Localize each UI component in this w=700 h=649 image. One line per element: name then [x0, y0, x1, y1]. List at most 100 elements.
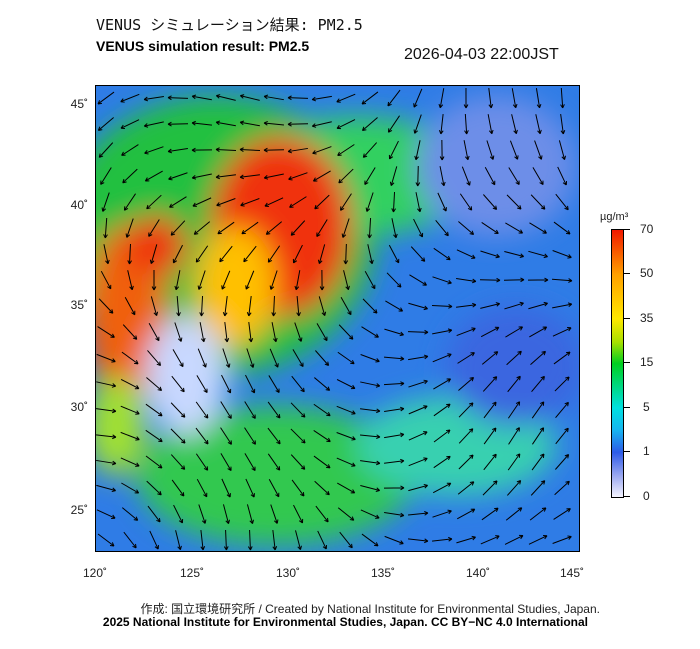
- wind-arrow: [367, 217, 372, 239]
- wind-arrow: [271, 295, 277, 317]
- wind-arrow: [413, 88, 423, 108]
- wind-arrow: [464, 113, 469, 135]
- wind-arrow: [169, 196, 187, 208]
- wind-arrow: [435, 219, 449, 237]
- wind-arrow: [220, 453, 232, 472]
- wind-arrow: [360, 460, 381, 466]
- wind-arrow: [215, 94, 236, 101]
- wind-arrow: [149, 530, 159, 550]
- wind-arrow: [172, 349, 184, 368]
- wind-arrow: [480, 535, 500, 545]
- wind-arrow: [433, 403, 451, 417]
- wind-arrow: [483, 453, 497, 471]
- wind-arrow: [120, 431, 140, 441]
- wind-arrow: [463, 140, 470, 161]
- wind-arrow: [101, 192, 110, 212]
- wind-arrow: [530, 480, 546, 496]
- wind-arrow: [148, 323, 160, 342]
- wind-arrow: [408, 457, 428, 467]
- wind-arrow: [168, 172, 188, 181]
- wind-arrow: [291, 479, 305, 497]
- wind-arrow: [120, 457, 140, 467]
- wind-arrow: [557, 166, 568, 186]
- wind-arrow: [170, 454, 186, 470]
- wind-arrow: [388, 140, 399, 160]
- colorbar-tick: [624, 362, 630, 363]
- wind-arrow: [239, 174, 260, 180]
- wind-arrow: [432, 536, 453, 542]
- wind-arrow: [407, 329, 429, 335]
- wind-arrow: [223, 529, 229, 551]
- wind-arrow: [122, 324, 138, 340]
- wind-arrow: [552, 302, 573, 309]
- colorbar-label-0: 0: [643, 489, 650, 503]
- wind-arrow: [267, 427, 281, 445]
- wind-arrow: [461, 166, 471, 186]
- wind-arrow: [507, 401, 521, 419]
- wind-arrow: [432, 328, 453, 335]
- wind-arrow: [361, 533, 379, 547]
- wind-arrow: [125, 218, 134, 238]
- wind-arrow: [458, 454, 474, 470]
- wind-arrow: [144, 170, 163, 182]
- wind-arrow: [127, 243, 133, 265]
- wind-arrow: [264, 197, 284, 207]
- wind-arrow: [243, 245, 257, 263]
- wind-arrow: [144, 146, 164, 155]
- colorbar-tick: [624, 407, 630, 408]
- wind-arrow: [336, 432, 356, 441]
- wind-arrow: [481, 507, 499, 521]
- wind-arrow: [409, 274, 427, 286]
- wind-arrow: [408, 302, 428, 311]
- lon-label-135: 135˚: [370, 566, 396, 580]
- wind-arrow: [98, 142, 114, 158]
- wind-arrow: [314, 194, 330, 210]
- wind-arrow: [317, 244, 326, 264]
- wind-arrow: [383, 485, 405, 491]
- license-line: 2025 National Institute for Environmenta…: [102, 615, 588, 629]
- wind-arrow: [120, 93, 140, 103]
- wind-arrow: [97, 326, 115, 338]
- wind-arrow: [384, 328, 404, 337]
- wind-arrow: [148, 219, 160, 237]
- wind-arrow: [290, 402, 306, 418]
- wind-arrow: [341, 218, 350, 238]
- wind-arrow: [318, 296, 327, 316]
- wind-arrow: [339, 531, 353, 549]
- wind-arrow: [391, 191, 396, 213]
- wind-arrow: [172, 244, 183, 264]
- wind-arrow: [383, 381, 405, 386]
- wind-arrow: [551, 278, 573, 283]
- wind-arrow: [314, 480, 330, 496]
- wind-arrow: [408, 483, 428, 492]
- wind-arrow: [245, 478, 255, 498]
- wind-arrow: [553, 221, 571, 235]
- wind-arrow: [312, 146, 332, 155]
- wind-arrow: [529, 507, 547, 521]
- colorbar-tick: [624, 451, 630, 452]
- wind-arrow: [196, 375, 208, 394]
- wind-arrow: [263, 173, 284, 180]
- wind-arrow: [292, 349, 304, 368]
- wind-arrow: [222, 296, 228, 317]
- wind-arrow: [532, 167, 544, 186]
- wind-arrow: [483, 427, 497, 445]
- wind-arrow: [145, 403, 163, 417]
- wind-arrow: [554, 480, 570, 496]
- colorbar-label-15: 15: [640, 355, 654, 369]
- wind-arrow: [191, 173, 212, 180]
- wind-arrow: [535, 88, 542, 109]
- wind-arrow: [555, 193, 569, 211]
- wind-arrow: [315, 350, 330, 366]
- wind-arrow: [336, 379, 356, 390]
- wind-arrow: [200, 530, 206, 551]
- colorbar-label-5: 5: [643, 400, 650, 414]
- wind-arrow: [287, 121, 309, 127]
- wind-arrow: [122, 168, 138, 184]
- wind-arrow: [199, 295, 204, 317]
- colorbar-label-70: 70: [640, 222, 654, 236]
- wind-arrow: [555, 427, 569, 445]
- wind-arrow: [456, 278, 477, 284]
- wind-arrow: [312, 170, 331, 182]
- wind-arrow: [408, 405, 428, 415]
